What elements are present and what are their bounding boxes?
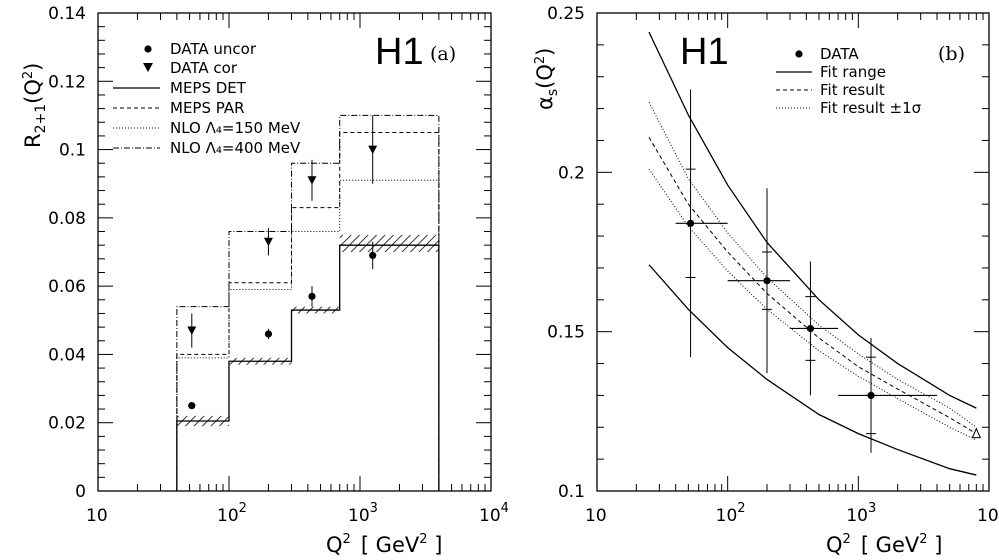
meps-det-uncertainty-band bbox=[339, 234, 439, 252]
legend-label: NLO Λ₄=400 MeV bbox=[170, 139, 301, 157]
x-tick-label: 104 bbox=[479, 501, 509, 526]
x-tick-label: 103 bbox=[846, 501, 876, 526]
data-point-circle bbox=[806, 324, 815, 333]
data-points bbox=[675, 89, 982, 453]
legend-label: Fit range bbox=[820, 63, 886, 81]
x-axis-label: Q2[ GeV2 ] bbox=[826, 532, 942, 557]
data-point-triangle bbox=[368, 145, 378, 155]
y-tick-label: 0.1 bbox=[558, 482, 585, 502]
legend-marker-circle bbox=[144, 45, 152, 53]
legend: DATA uncor DATA cor MEPS DET MEPS PAR NL… bbox=[113, 40, 301, 157]
data-point-circle bbox=[264, 330, 273, 338]
experiment-label: H1 bbox=[375, 31, 424, 73]
data-point-circle bbox=[867, 391, 875, 399]
end-marker-triangle bbox=[971, 427, 982, 439]
x-tick-base: 10 bbox=[479, 506, 501, 526]
legend-marker-triangle bbox=[143, 63, 153, 72]
y-tick-label: 0.25 bbox=[547, 4, 585, 24]
x-tick-label: 10 bbox=[585, 506, 607, 526]
legend-label: Fit result ±1σ bbox=[820, 99, 922, 117]
data-point-circle bbox=[763, 277, 771, 285]
x-axis-label: Q2[ GeV2 ] bbox=[326, 532, 442, 557]
legend-label: DATA cor bbox=[170, 59, 238, 77]
curve-solid bbox=[648, 264, 977, 476]
data-point-circle bbox=[369, 251, 377, 260]
legend-label: MEPS DET bbox=[170, 79, 247, 97]
data-point-circle bbox=[686, 219, 695, 227]
y-tick-label: 0.02 bbox=[48, 414, 86, 434]
data-points bbox=[187, 115, 378, 410]
y-tick-label: 0.14 bbox=[48, 4, 86, 24]
data-point-triangle bbox=[263, 237, 273, 247]
histogram-solid bbox=[176, 244, 440, 491]
y-tick-labels: 0 0.02 0.04 0.06 0.08 0.1 0.12 0.14 bbox=[48, 4, 86, 502]
histogram-dotted bbox=[176, 179, 440, 491]
y-tick-label: 0.04 bbox=[48, 345, 86, 365]
data-point-circle bbox=[308, 292, 316, 300]
tick-marks bbox=[97, 12, 492, 492]
legend-label: Fit result bbox=[820, 81, 885, 99]
x-tick-exponent: 2 bbox=[737, 501, 745, 516]
histograms bbox=[176, 114, 440, 491]
histogram-dashdot bbox=[176, 114, 440, 491]
curve-dotted bbox=[648, 101, 977, 428]
y-tick-labels: 0.1 0.15 0.2 0.25 bbox=[547, 4, 585, 502]
x-tick-label: 104 bbox=[977, 501, 999, 526]
x-tick-label: 102 bbox=[716, 501, 746, 526]
y-tick-label: 0.1 bbox=[59, 141, 86, 161]
x-tick-base: 10 bbox=[348, 506, 370, 526]
x-tick-label: 103 bbox=[348, 501, 378, 526]
x-tick-base: 10 bbox=[846, 506, 868, 526]
y-axis-label: αs(Q2) bbox=[533, 48, 561, 110]
x-tick-base: 10 bbox=[86, 506, 108, 526]
y-tick-label: 0.15 bbox=[547, 323, 585, 343]
panel-label: (b) bbox=[938, 43, 965, 65]
y-tick-label: 0.2 bbox=[558, 163, 585, 183]
x-tick-exponent: 2 bbox=[239, 501, 247, 516]
x-tick-exponent: 4 bbox=[501, 501, 509, 516]
y-tick-label: 0.06 bbox=[48, 277, 86, 297]
curve-solid bbox=[648, 31, 977, 409]
legend-label: DATA bbox=[820, 45, 859, 63]
data-point-circle bbox=[188, 402, 196, 410]
legend-label: DATA uncor bbox=[170, 40, 257, 58]
curve-dotted bbox=[648, 168, 977, 441]
x-tick-label: 10 bbox=[86, 506, 108, 526]
panel-a: 00.020.040.060.080.10.120.14 10 102 103 104… bbox=[21, 4, 509, 557]
tick-marks bbox=[596, 12, 990, 492]
x-tick-base: 10 bbox=[977, 506, 999, 526]
plot-frame bbox=[97, 12, 492, 492]
legend-label: MEPS PAR bbox=[170, 99, 245, 117]
curve-dashed bbox=[648, 137, 977, 435]
x-tick-base: 10 bbox=[716, 506, 738, 526]
plot-frame bbox=[596, 12, 990, 492]
y-axis-label: R2+1(Q2) bbox=[21, 63, 49, 148]
experiment-label: H1 bbox=[680, 31, 729, 73]
y-tick-label: 0 bbox=[75, 482, 86, 502]
legend-label: NLO Λ₄=150 MeV bbox=[170, 119, 301, 137]
x-tick-base: 10 bbox=[217, 506, 239, 526]
fit-curves bbox=[648, 31, 977, 476]
data-point-triangle bbox=[307, 176, 317, 185]
panel-label: (a) bbox=[430, 43, 456, 65]
legend-marker-circle bbox=[795, 50, 803, 58]
y-tick-label: 0.08 bbox=[48, 209, 86, 229]
x-tick-label: 102 bbox=[217, 501, 247, 526]
x-tick-exponent: 3 bbox=[868, 501, 876, 516]
y-tick-label: 0.12 bbox=[48, 72, 86, 92]
x-tick-exponent: 3 bbox=[370, 501, 378, 516]
legend: DATA Fit range Fit result Fit result ±1σ bbox=[776, 45, 922, 117]
x-tick-base: 10 bbox=[585, 506, 607, 526]
data-point-triangle bbox=[187, 326, 197, 336]
